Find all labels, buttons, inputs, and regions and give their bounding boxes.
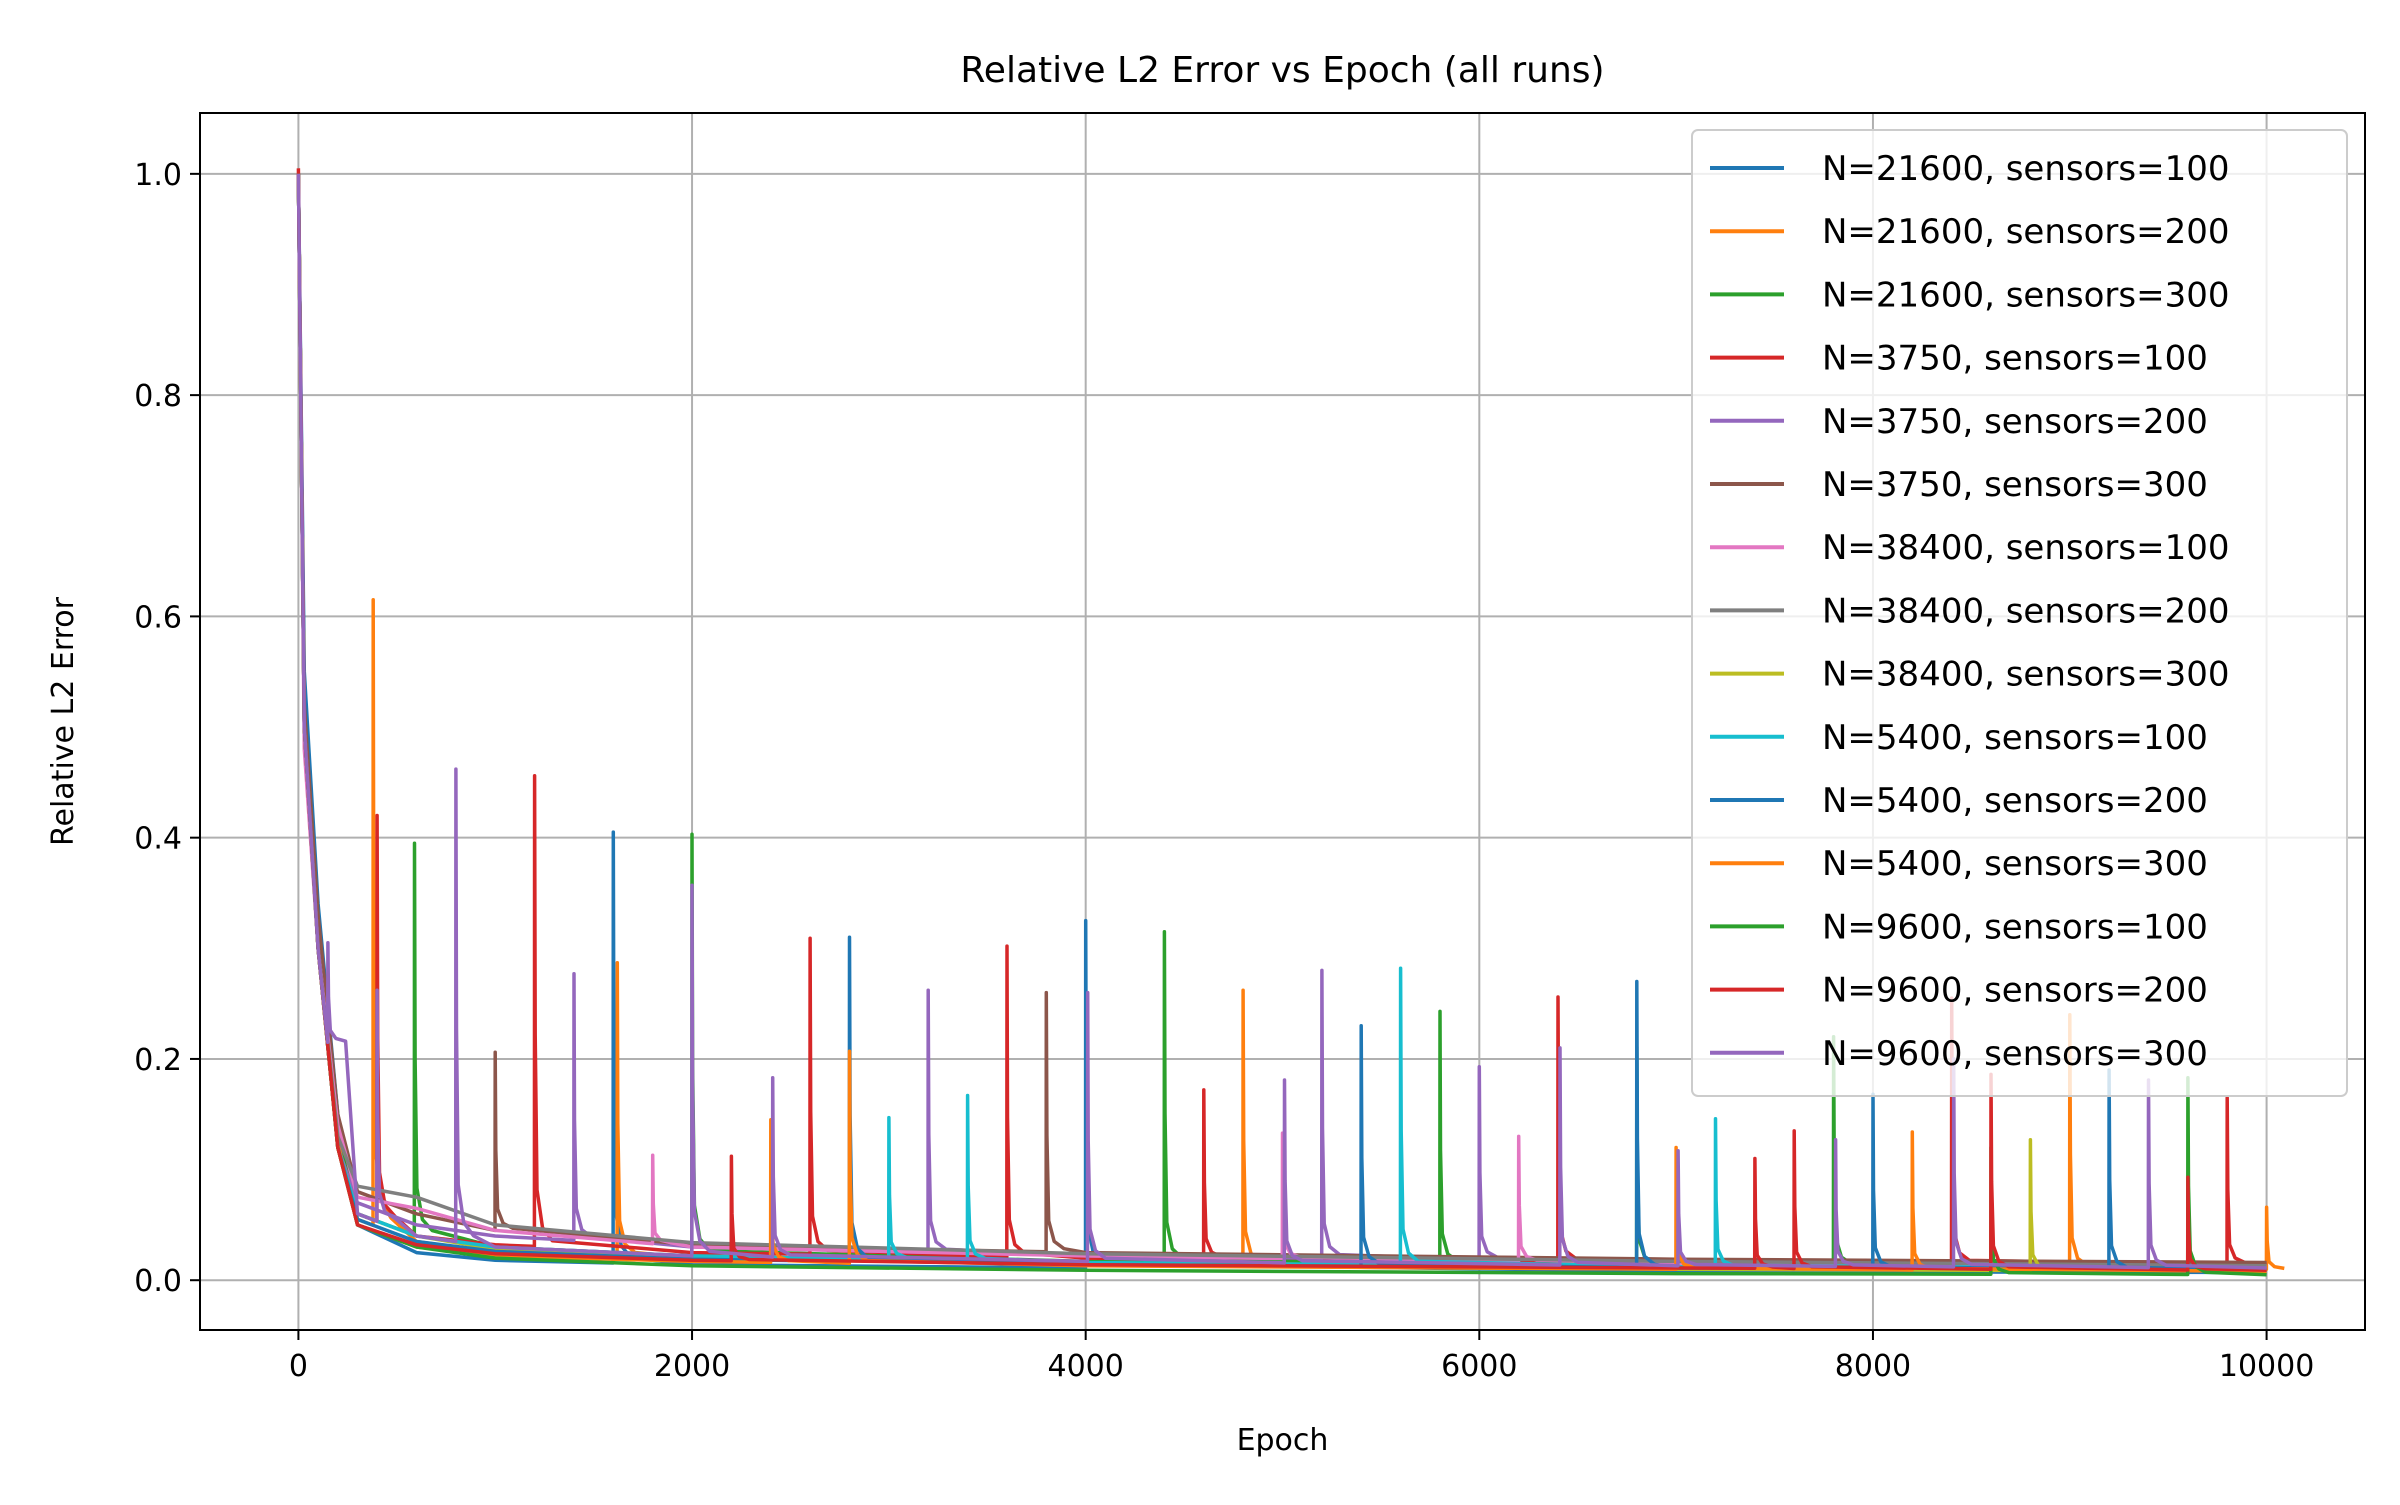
y-tick-label: 0.0 — [134, 1264, 182, 1299]
axis-ticks: 0 2000 4000 6000 8000 10000 0.0 0.2 0.4 0.6 0.8 1.0 — [134, 158, 2314, 1384]
y-axis-label: Relative L2 Error — [46, 596, 81, 846]
legend-label: N=38400, sensors=300 — [1822, 655, 2229, 695]
series-line — [296, 173, 2267, 1270]
legend-label: N=3750, sensors=200 — [1822, 402, 2208, 442]
x-axis-label: Epoch — [1237, 1423, 1329, 1458]
legend-label: N=9600, sensors=100 — [1822, 907, 2208, 947]
y-tick-label: 0.8 — [134, 379, 182, 414]
legend: N=21600, sensors=100 N=21600, sensors=200… — [1691, 129, 2348, 1097]
series-line — [296, 173, 2267, 1271]
plot-frame — [199, 112, 2366, 1331]
y-tick-label: 1.0 — [134, 158, 182, 193]
y-tick-label: 0.2 — [134, 1043, 182, 1078]
x-tick-label: 6000 — [1441, 1349, 1517, 1384]
y-tick-label: 0.4 — [134, 822, 182, 857]
legend-label: N=21600, sensors=100 — [1822, 149, 2229, 189]
legend-label: N=21600, sensors=300 — [1822, 275, 2229, 315]
legend-label: N=3750, sensors=100 — [1822, 339, 2208, 379]
legend-label: N=21600, sensors=200 — [1822, 212, 2229, 252]
series-line — [296, 173, 2267, 1269]
legend-label: N=3750, sensors=300 — [1822, 465, 2208, 505]
chart-title: Relative L2 Error vs Epoch (all runs) — [960, 50, 1604, 91]
legend-label: N=38400, sensors=100 — [1822, 528, 2229, 568]
x-tick-label: 4000 — [1048, 1349, 1124, 1384]
series-lines — [296, 168, 2285, 1277]
legend-label: N=5400, sensors=100 — [1822, 718, 2208, 758]
legend-label: N=38400, sensors=200 — [1822, 591, 2229, 631]
x-tick-label: 0 — [289, 1349, 308, 1384]
legend-label: N=9600, sensors=200 — [1822, 971, 2208, 1011]
y-tick-label: 0.6 — [134, 600, 182, 635]
legend-box — [1691, 129, 2348, 1097]
legend-label: N=5400, sensors=300 — [1822, 844, 2208, 884]
x-tick-label: 8000 — [1835, 1349, 1911, 1384]
legend-label: N=9600, sensors=300 — [1822, 1034, 2208, 1074]
x-tick-label: 2000 — [654, 1349, 730, 1384]
legend-label: N=5400, sensors=200 — [1822, 781, 2208, 821]
x-tick-label: 10000 — [2219, 1349, 2314, 1384]
